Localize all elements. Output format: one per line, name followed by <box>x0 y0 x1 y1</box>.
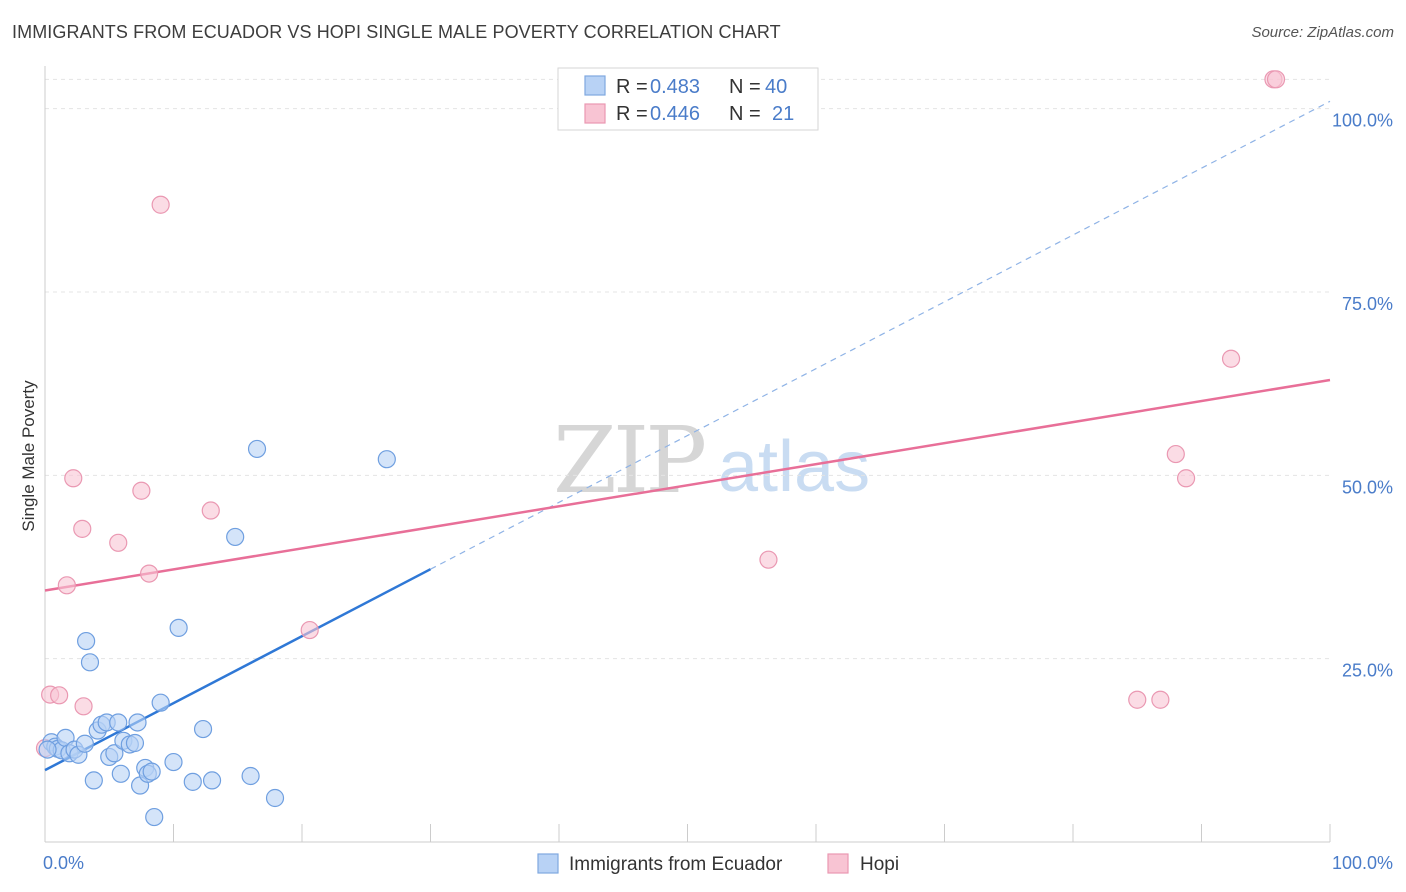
point-ecuador-35 <box>241 766 260 786</box>
point-ecuador-33 <box>202 771 222 790</box>
point-ecuador-28 <box>151 693 170 712</box>
legend-n-label-hopi: N = <box>729 103 761 125</box>
source-credit: Source: ZipAtlas.com <box>1251 24 1394 41</box>
y-tick-label-1: 50.0% <box>1342 477 1393 497</box>
point-ecuador-8 <box>75 734 94 753</box>
bottom-legend-swatch-hopi <box>827 853 849 874</box>
point-ecuador-9 <box>80 653 100 672</box>
point-ecuador-36 <box>247 439 267 459</box>
point-ecuador-11 <box>84 771 103 790</box>
legend-n-value-ecuador: 40 <box>765 76 787 98</box>
point-ecuador-10 <box>77 631 96 651</box>
point-ecuador-34 <box>226 527 245 547</box>
point-hopi-15 <box>1166 444 1185 464</box>
legend-box: R = 0.483 N = 40 R = 0.446 N = 21 <box>557 67 819 131</box>
point-ecuador-29 <box>164 752 183 772</box>
bottom-legend: Immigrants from Ecuador Hopi <box>537 853 899 875</box>
point-ecuador-18 <box>111 764 130 783</box>
legend-swatch-ecuador <box>584 75 606 96</box>
point-ecuador-26 <box>142 762 161 781</box>
point-ecuador-27 <box>145 807 164 827</box>
y-tick-label-3: 100.0% <box>1332 111 1393 131</box>
point-hopi-5 <box>74 697 93 716</box>
point-hopi-14 <box>1151 690 1170 709</box>
y-tick-label-0: 25.0% <box>1342 661 1393 681</box>
trend-ecuador <box>44 568 432 772</box>
tick-labels: 25.0% 50.0% 75.0% 100.0% 0.0% 100.0% <box>43 111 1393 873</box>
data-points <box>35 70 1286 827</box>
point-ecuador-21 <box>125 733 145 753</box>
point-hopi-19 <box>1266 70 1286 89</box>
legend-n-label-ecuador: N = <box>729 76 761 98</box>
legend-r-value-hopi: 0.446 <box>650 103 700 125</box>
point-ecuador-17 <box>109 713 128 732</box>
point-hopi-8 <box>139 564 159 583</box>
trend-ecuador-extension <box>430 100 1331 570</box>
point-hopi-1 <box>50 686 69 705</box>
point-ecuador-16 <box>105 744 124 763</box>
point-hopi-6 <box>109 533 128 552</box>
legend-n-value-hopi: 21 <box>772 103 794 125</box>
point-hopi-11 <box>300 620 319 640</box>
point-hopi-3 <box>64 469 83 488</box>
point-hopi-17 <box>1221 349 1241 368</box>
grid-lines <box>45 78 1330 660</box>
point-ecuador-32 <box>193 719 213 739</box>
axes <box>44 66 1331 843</box>
y-axis-label: Single Male Poverty <box>19 380 38 532</box>
legend-swatch-hopi <box>584 103 606 124</box>
point-ecuador-38 <box>377 450 396 469</box>
point-hopi-7 <box>132 481 151 500</box>
point-ecuador-39 <box>38 740 57 759</box>
point-hopi-13 <box>1128 690 1147 709</box>
point-ecuador-30 <box>169 618 188 637</box>
x-tick-label-0: 0.0% <box>43 853 84 873</box>
point-ecuador-31 <box>183 772 202 791</box>
legend-r-value-ecuador: 0.483 <box>650 76 700 98</box>
point-hopi-2 <box>57 576 76 595</box>
trend-hopi <box>44 378 1331 592</box>
point-hopi-16 <box>1176 469 1196 488</box>
point-ecuador-37 <box>265 788 285 808</box>
x-tick-label-1: 100.0% <box>1332 853 1393 873</box>
trend-lines <box>44 100 1331 772</box>
legend-r-label-hopi: R = <box>616 103 648 125</box>
point-hopi-12 <box>759 550 778 569</box>
legend-r-label-ecuador: R = <box>616 76 648 98</box>
point-hopi-9 <box>151 195 170 214</box>
bottom-legend-swatch-ecuador <box>537 853 559 874</box>
watermark-zip: ZIP <box>553 407 704 514</box>
point-ecuador-22 <box>128 713 147 732</box>
point-hopi-4 <box>73 519 92 538</box>
bottom-legend-label-hopi: Hopi <box>860 854 899 875</box>
y-tick-label-2: 75.0% <box>1342 294 1393 314</box>
bottom-legend-label-ecuador: Immigrants from Ecuador <box>569 854 783 875</box>
chart-title: IMMIGRANTS FROM ECUADOR VS HOPI SINGLE M… <box>12 22 781 42</box>
point-hopi-10 <box>201 501 220 520</box>
